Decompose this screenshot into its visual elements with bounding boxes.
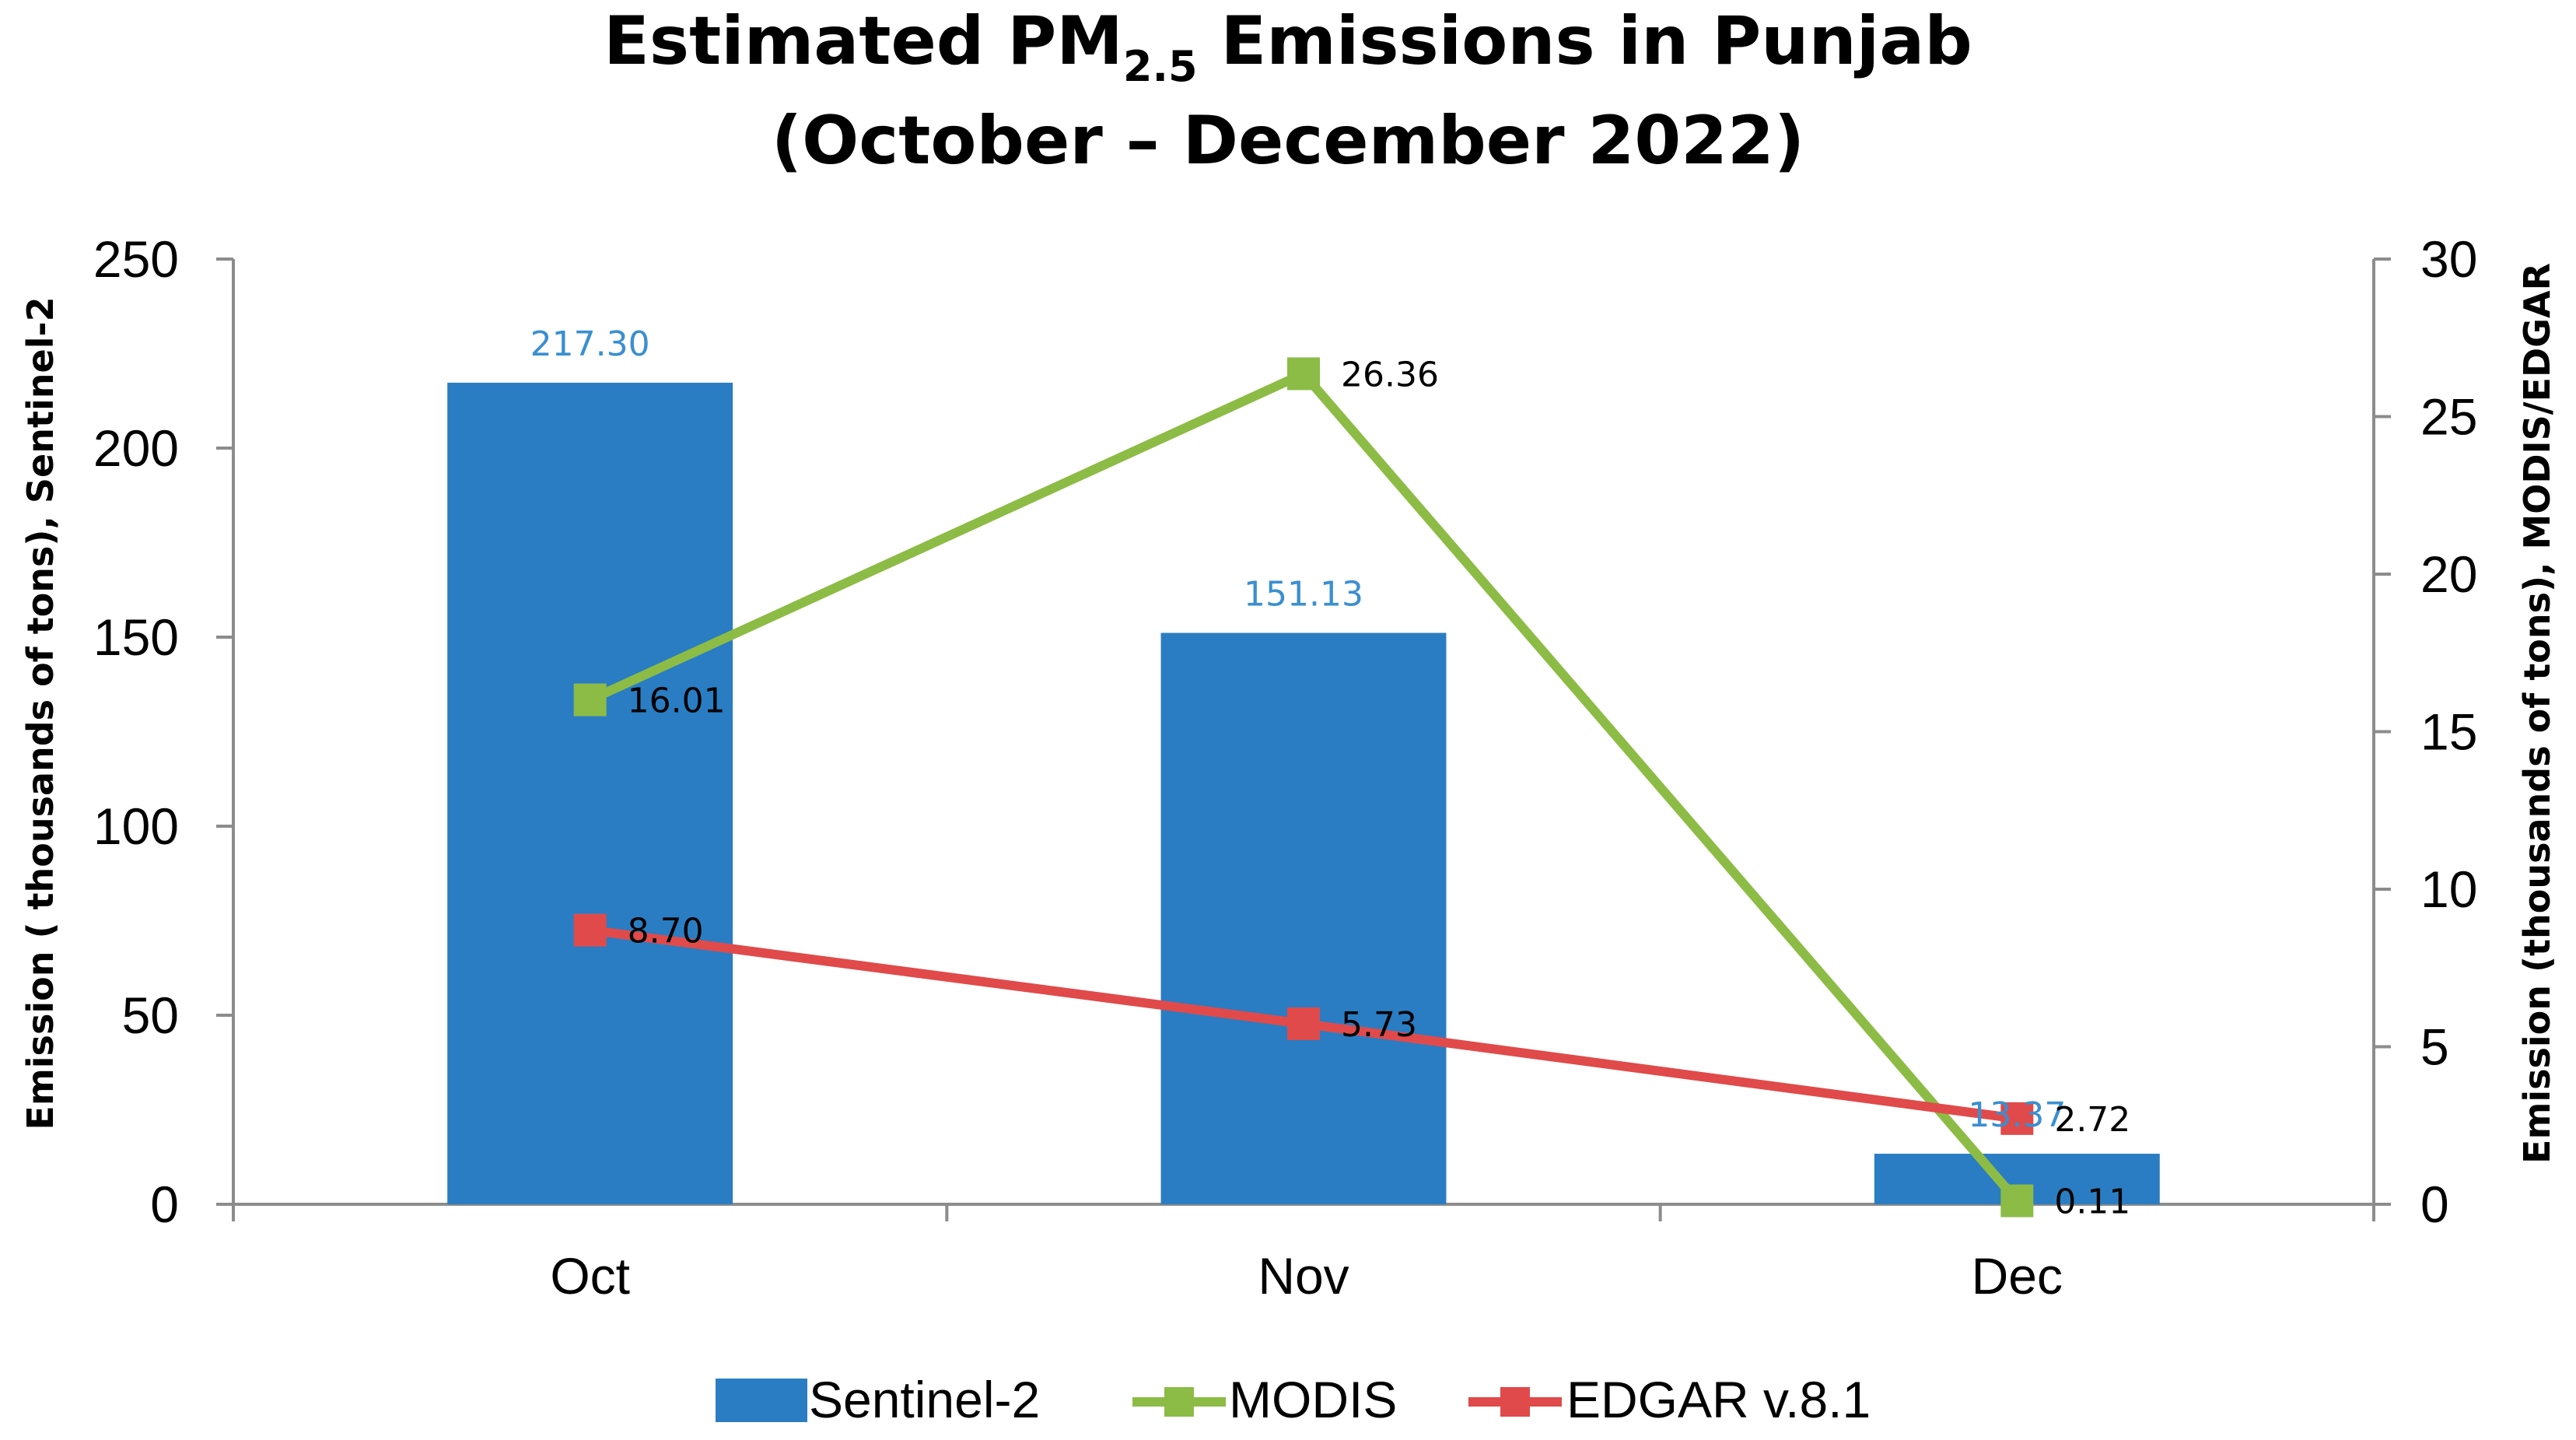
x-tick-label: Nov (1258, 1247, 1349, 1305)
series-point (2000, 1184, 2034, 1218)
bar (1160, 632, 1447, 1204)
series-point (2000, 1102, 2034, 1135)
point-data-label: 8.70 (628, 912, 704, 951)
legend: Sentinel-2 MODIS EDGAR v.8.1 (716, 1371, 1871, 1428)
data-labels: 217.30 151.13 13.37 16.01 26.36 0.11 8.70 5.73 2… (530, 324, 2131, 1222)
bar-series (447, 382, 2160, 1204)
right-tick-label: 30 (2420, 230, 2477, 288)
x-tick-label: Dec (1972, 1247, 2063, 1305)
left-axis-title: Emission ( thousands of tons), Sentinel-… (19, 296, 61, 1130)
right-tick-label: 15 (2420, 703, 2477, 761)
left-tick-label: 50 (122, 986, 179, 1044)
point-data-label: 26.36 (1341, 355, 1439, 394)
right-tick-label: 25 (2420, 388, 2477, 446)
series-point (1287, 357, 1320, 391)
x-tick-label: Oct (550, 1247, 630, 1305)
point-data-label: 16.01 (628, 681, 726, 721)
bar-data-label: 13.37 (1968, 1095, 2066, 1135)
chart-title-part1: Estimated PM (604, 2, 1123, 80)
chart-title-subscript: 2.5 (1123, 42, 1198, 91)
left-tick-label: 100 (93, 797, 179, 855)
series-point (1287, 1007, 1320, 1040)
point-data-label: 0.11 (2054, 1182, 2130, 1222)
left-tick-label: 250 (93, 230, 179, 288)
right-tick-label: 0 (2420, 1175, 2449, 1233)
left-tick-label: 200 (93, 419, 179, 477)
right-axis-title: Emission (thousands of tons), MODIS/EDGA… (2516, 263, 2558, 1164)
axes: 0 50 100 150 200 250 0 5 10 15 20 25 30 Oct Nov Dec (93, 230, 2478, 1305)
bar (447, 382, 733, 1204)
point-data-label: 2.72 (2054, 1100, 2130, 1140)
chart-subtitle: (October – December 2022) (772, 102, 1804, 180)
left-tick-label: 0 (150, 1175, 179, 1233)
series-point (573, 683, 607, 716)
right-tick-label: 10 (2420, 860, 2477, 918)
legend-label-edgar: EDGAR v.8.1 (1566, 1371, 1871, 1428)
chart-title: Estimated PM2.5 Emissions in Punjab (604, 2, 1972, 91)
legend-marker-modis (1164, 1387, 1194, 1417)
right-tick-label: 20 (2420, 545, 2477, 603)
legend-swatch-sentinel-2 (716, 1379, 807, 1422)
legend-marker-edgar (1500, 1387, 1530, 1417)
bar-data-label: 151.13 (1244, 575, 1363, 615)
line-series (573, 357, 2034, 1218)
chart-title-part2: Emissions in Punjab (1198, 2, 1972, 80)
series-point (573, 913, 607, 947)
point-data-label: 5.73 (1341, 1005, 1417, 1045)
legend-label-modis: MODIS (1229, 1371, 1397, 1428)
left-tick-label: 150 (93, 608, 179, 666)
legend-label-sentinel-2: Sentinel-2 (809, 1371, 1040, 1428)
right-tick-label: 5 (2420, 1018, 2449, 1076)
bar-data-label: 217.30 (530, 324, 650, 364)
